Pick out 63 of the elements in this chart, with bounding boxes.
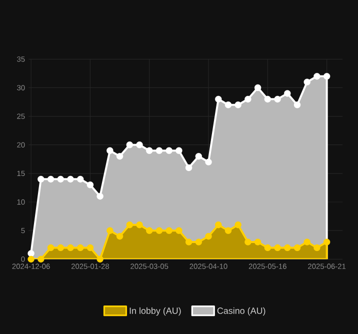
point: [57, 176, 64, 182]
point: [314, 244, 320, 252]
point: [126, 222, 133, 228]
point: [304, 238, 310, 246]
point: [215, 96, 222, 102]
point: [264, 96, 272, 102]
point: [106, 147, 114, 154]
point: [67, 176, 74, 182]
point: [86, 182, 94, 188]
point: [146, 227, 153, 234]
point: [224, 227, 232, 234]
point: [176, 147, 182, 154]
point: [254, 238, 262, 246]
point: [126, 142, 133, 148]
point: [47, 244, 54, 252]
point: [166, 147, 172, 154]
point: [28, 256, 34, 262]
point: [136, 222, 143, 228]
point: [116, 152, 124, 160]
point: [304, 78, 310, 86]
point: [146, 147, 153, 154]
point: [67, 244, 74, 252]
point: [57, 244, 64, 252]
point: [254, 84, 262, 92]
point: [274, 244, 281, 252]
point: [156, 227, 163, 234]
point: [294, 244, 301, 252]
point: [205, 158, 212, 166]
point: [195, 152, 202, 160]
point: [38, 256, 44, 262]
point: [244, 96, 252, 102]
point: [234, 222, 242, 228]
point: [274, 96, 281, 102]
point: [76, 176, 84, 182]
point: [264, 244, 272, 252]
point: [215, 222, 222, 228]
point: [47, 176, 54, 182]
point: [284, 244, 291, 252]
point: [86, 244, 94, 252]
point: [244, 238, 252, 246]
point: [76, 244, 84, 252]
point: [294, 102, 301, 108]
point: [136, 142, 143, 148]
point: [166, 227, 172, 234]
point: [116, 232, 124, 240]
point: [176, 227, 182, 234]
point: [106, 227, 114, 234]
point: [314, 72, 320, 80]
point: [96, 192, 104, 200]
point: [195, 238, 202, 246]
legend-label: In lobby (AU): [130, 307, 181, 316]
point: [205, 232, 212, 240]
point: [185, 164, 192, 172]
point: [156, 147, 163, 154]
point: [323, 238, 330, 246]
point: [224, 102, 232, 108]
legend-label: Casino (AU): [217, 307, 266, 316]
point: [96, 256, 104, 262]
point: [234, 102, 242, 108]
point: [284, 90, 291, 97]
point: [185, 238, 192, 246]
point: [38, 176, 44, 182]
point: [323, 72, 330, 80]
